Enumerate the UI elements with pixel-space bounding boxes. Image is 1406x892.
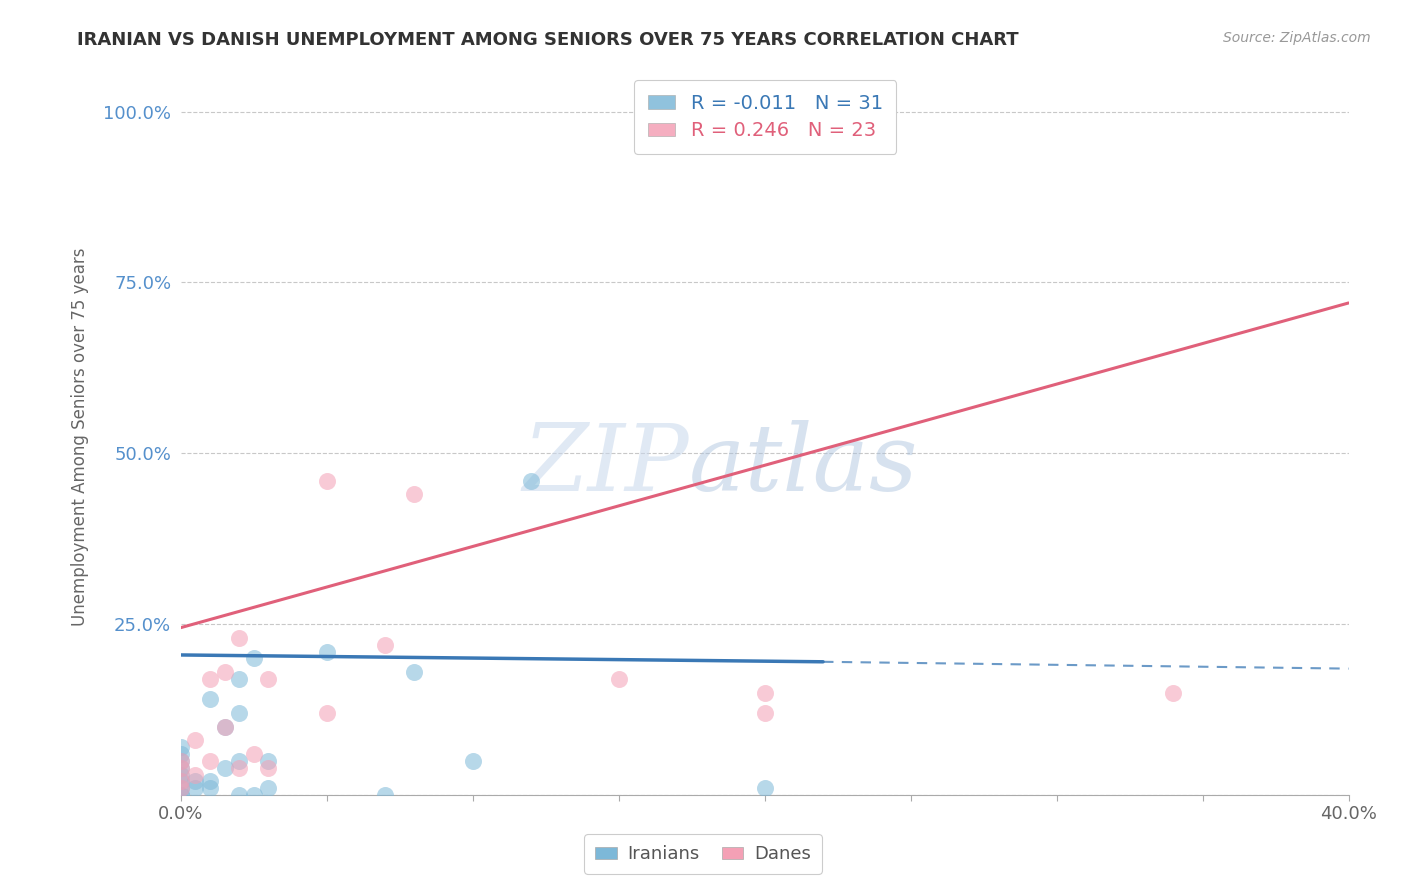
- Legend: R = -0.011   N = 31, R = 0.246   N = 23: R = -0.011 N = 31, R = 0.246 N = 23: [634, 80, 897, 154]
- Point: [404, 487, 426, 501]
- Point: [257, 672, 280, 686]
- Point: [170, 774, 193, 789]
- Point: [170, 747, 193, 761]
- Point: [170, 761, 193, 775]
- Point: [257, 781, 280, 796]
- Point: [214, 720, 236, 734]
- Point: [811, 104, 834, 119]
- Point: [228, 754, 250, 768]
- Point: [184, 774, 207, 789]
- Point: [461, 754, 484, 768]
- Point: [170, 740, 193, 755]
- Point: [170, 754, 193, 768]
- Point: [198, 692, 221, 706]
- Point: [754, 781, 776, 796]
- Point: [198, 672, 221, 686]
- Text: atlas: atlas: [689, 420, 918, 510]
- Point: [1163, 685, 1185, 699]
- Point: [754, 685, 776, 699]
- Point: [170, 767, 193, 781]
- Point: [170, 754, 193, 768]
- Point: [315, 644, 337, 658]
- Legend: Iranians, Danes: Iranians, Danes: [585, 834, 821, 874]
- Point: [374, 788, 396, 802]
- Point: [170, 774, 193, 789]
- Point: [243, 747, 266, 761]
- Point: [315, 706, 337, 720]
- Point: [170, 781, 193, 796]
- Point: [228, 672, 250, 686]
- Point: [607, 672, 630, 686]
- Point: [754, 706, 776, 720]
- Point: [228, 631, 250, 645]
- Point: [170, 788, 193, 802]
- Point: [243, 788, 266, 802]
- Point: [243, 651, 266, 665]
- Point: [228, 788, 250, 802]
- Point: [214, 720, 236, 734]
- Point: [520, 474, 543, 488]
- Point: [214, 665, 236, 679]
- Point: [170, 761, 193, 775]
- Point: [228, 761, 250, 775]
- Point: [170, 781, 193, 796]
- Point: [257, 754, 280, 768]
- Point: [404, 665, 426, 679]
- Point: [184, 733, 207, 747]
- Point: [198, 774, 221, 789]
- Point: [184, 767, 207, 781]
- Point: [198, 781, 221, 796]
- Text: ZIP: ZIP: [522, 420, 689, 510]
- Point: [315, 474, 337, 488]
- Point: [228, 706, 250, 720]
- Point: [184, 781, 207, 796]
- Y-axis label: Unemployment Among Seniors over 75 years: Unemployment Among Seniors over 75 years: [72, 247, 89, 625]
- Point: [257, 761, 280, 775]
- Point: [214, 761, 236, 775]
- Text: IRANIAN VS DANISH UNEMPLOYMENT AMONG SENIORS OVER 75 YEARS CORRELATION CHART: IRANIAN VS DANISH UNEMPLOYMENT AMONG SEN…: [77, 31, 1019, 49]
- Point: [170, 788, 193, 802]
- Point: [198, 754, 221, 768]
- Point: [374, 638, 396, 652]
- Text: Source: ZipAtlas.com: Source: ZipAtlas.com: [1223, 31, 1371, 45]
